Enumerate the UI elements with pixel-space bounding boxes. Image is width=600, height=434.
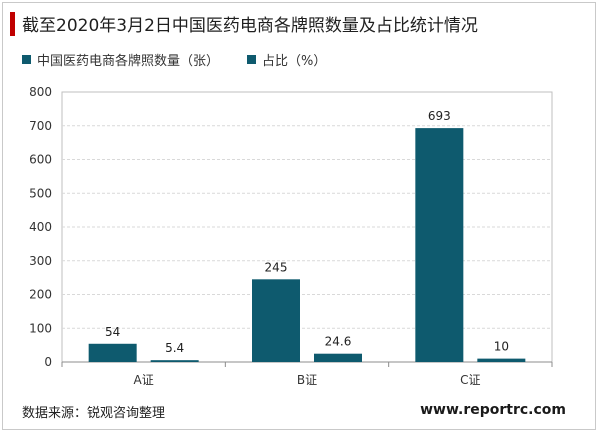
data-label: 54 — [105, 325, 120, 339]
y-tick-label: 600 — [29, 153, 52, 167]
legend: 中国医药电商各牌照数量（张） 占比（%） — [22, 50, 354, 69]
bar-count — [252, 279, 300, 362]
y-tick-label: 400 — [29, 220, 52, 234]
y-tick-label: 700 — [29, 119, 52, 133]
bar-count — [88, 343, 137, 362]
legend-swatch-count — [22, 55, 31, 64]
x-tick-label: A证 — [134, 373, 154, 387]
legend-item-share: 占比（%） — [247, 50, 326, 69]
y-tick-label: 300 — [29, 254, 52, 268]
bar-count — [415, 128, 464, 362]
data-label: 245 — [265, 260, 288, 274]
x-tick-label: B证 — [297, 373, 317, 387]
bar-share — [314, 353, 362, 362]
data-label: 24.6 — [325, 335, 352, 349]
legend-label-share: 占比（%） — [262, 54, 327, 69]
legend-label-count: 中国医药电商各牌照数量（张） — [37, 54, 220, 69]
chart-title: 截至2020年3月2日中国医药电商各牌照数量及占比统计情况 — [22, 16, 478, 36]
data-label: 693 — [428, 109, 451, 123]
y-tick-label: 500 — [29, 186, 52, 200]
y-tick-label: 200 — [29, 288, 52, 302]
x-tick-label: C证 — [460, 373, 480, 387]
bar-share — [150, 360, 199, 362]
website-link[interactable]: www.reportrc.com — [420, 402, 566, 418]
bar-share — [477, 358, 526, 362]
legend-swatch-share — [247, 55, 257, 64]
y-tick-label: 800 — [29, 85, 52, 99]
data-source: 数据来源：锐观咨询整理 — [22, 406, 166, 421]
legend-item-count: 中国医药电商各牌照数量（张） — [22, 50, 219, 69]
y-tick-label: 0 — [44, 355, 52, 369]
data-label: 5.4 — [165, 341, 184, 355]
title-accent-bar — [10, 12, 15, 36]
y-tick-label: 100 — [29, 321, 52, 335]
data-label: 10 — [494, 340, 509, 354]
